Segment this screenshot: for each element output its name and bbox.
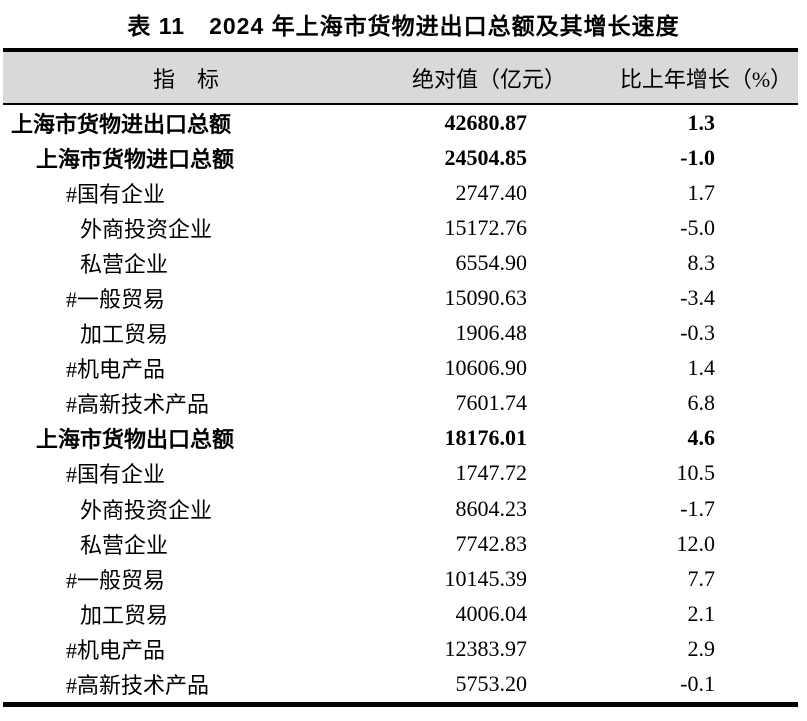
table-row: 私营企业 7742.83 12.0 xyxy=(3,526,798,561)
table-row: 上海市货物进出口总额 42680.87 1.3 xyxy=(3,105,798,140)
row-label: #国有企业 xyxy=(66,181,166,207)
table-row: #机电产品 10606.90 1.4 xyxy=(3,351,798,386)
table-row: #高新技术产品 5753.20 -0.1 xyxy=(3,667,798,702)
row-label: 私营企业 xyxy=(80,532,169,558)
row-value: 42680.87 xyxy=(444,109,528,135)
row-growth: 1.3 xyxy=(687,109,716,135)
row-value: 15172.76 xyxy=(444,214,528,240)
row-label: 外商投资企业 xyxy=(80,216,213,242)
row-value: 1747.72 xyxy=(455,460,528,486)
row-label: 加工贸易 xyxy=(80,322,169,348)
table-row: #国有企业 1747.72 10.5 xyxy=(3,456,798,491)
row-growth: -5.0 xyxy=(680,214,715,240)
row-value: 18176.01 xyxy=(444,425,528,451)
column-header-growth-rate: 比上年增长（%） xyxy=(619,66,793,92)
row-label: 加工贸易 xyxy=(80,602,169,628)
row-value: 10145.39 xyxy=(444,565,528,591)
row-value: 10606.90 xyxy=(444,355,528,381)
row-growth: 2.1 xyxy=(687,600,716,626)
row-value: 6554.90 xyxy=(455,249,528,275)
row-growth: 12.0 xyxy=(676,530,716,556)
row-growth: 7.7 xyxy=(687,565,716,591)
row-label: #高新技术产品 xyxy=(66,392,210,418)
row-value: 5753.20 xyxy=(455,671,528,697)
row-growth: -0.1 xyxy=(680,671,715,697)
table-row: #一般贸易 10145.39 7.7 xyxy=(3,561,798,596)
row-growth: -3.4 xyxy=(680,285,715,311)
row-growth: 1.4 xyxy=(687,355,716,381)
row-value: 2747.40 xyxy=(455,179,528,205)
table-row: #国有企业 2747.40 1.7 xyxy=(3,175,798,210)
row-growth: -0.3 xyxy=(680,320,715,346)
row-value: 4006.04 xyxy=(455,600,528,626)
row-growth: -1.7 xyxy=(680,495,715,521)
row-growth: -1.0 xyxy=(680,144,715,170)
row-value: 12383.97 xyxy=(444,635,528,661)
row-growth: 8.3 xyxy=(687,249,716,275)
table-body: 上海市货物进出口总额 42680.87 1.3 上海市货物进口总额 24504.… xyxy=(3,105,798,707)
table-row: 外商投资企业 15172.76 -5.0 xyxy=(3,210,798,245)
column-header-absolute-value: 绝对值（亿元） xyxy=(411,66,567,92)
row-value: 24504.85 xyxy=(444,144,528,170)
table-row: 私营企业 6554.90 8.3 xyxy=(3,245,798,280)
table-row: 上海市货物进口总额 24504.85 -1.0 xyxy=(3,140,798,175)
row-value: 7742.83 xyxy=(455,530,528,556)
row-label: #国有企业 xyxy=(66,462,166,488)
row-label: #一般贸易 xyxy=(66,287,166,313)
row-label: #机电产品 xyxy=(66,357,166,383)
table-row: #一般贸易 15090.63 -3.4 xyxy=(3,280,798,315)
page-title: 表 11 2024 年上海市货物进出口总额及其增长速度 xyxy=(127,13,680,39)
row-value: 15090.63 xyxy=(444,285,528,311)
row-label: #一般贸易 xyxy=(66,567,166,593)
table-row: 外商投资企业 8604.23 -1.7 xyxy=(3,491,798,526)
row-label: 上海市货物进口总额 xyxy=(36,146,235,172)
row-value: 8604.23 xyxy=(455,495,528,521)
row-label: 外商投资企业 xyxy=(80,497,213,523)
table-header-row: 指 标 绝对值（亿元） 比上年增长（%） xyxy=(3,48,798,105)
table-row: 加工贸易 1906.48 -0.3 xyxy=(3,316,798,351)
row-growth: 2.9 xyxy=(687,635,716,661)
row-growth: 10.5 xyxy=(676,460,716,486)
row-growth: 6.8 xyxy=(687,390,716,416)
row-growth: 1.7 xyxy=(687,179,716,205)
statistics-table: 指 标 绝对值（亿元） 比上年增长（%） 上海市货物进出口总额 42680.87… xyxy=(3,48,798,707)
table-row: 上海市货物出口总额 18176.01 4.6 xyxy=(3,421,798,456)
table-row: #高新技术产品 7601.74 6.8 xyxy=(3,386,798,421)
row-label: #高新技术产品 xyxy=(66,673,210,699)
row-label: 上海市货物出口总额 xyxy=(36,427,235,453)
table-row: 加工贸易 4006.04 2.1 xyxy=(3,596,798,631)
row-label: #机电产品 xyxy=(66,637,166,663)
table-row: #机电产品 12383.97 2.9 xyxy=(3,631,798,666)
column-header-indicator: 指 标 xyxy=(152,66,220,92)
row-label: 私营企业 xyxy=(80,251,169,277)
row-growth: 4.6 xyxy=(687,425,716,451)
row-value: 7601.74 xyxy=(455,390,528,416)
row-value: 1906.48 xyxy=(455,320,528,346)
row-label: 上海市货物进出口总额 xyxy=(11,111,232,137)
